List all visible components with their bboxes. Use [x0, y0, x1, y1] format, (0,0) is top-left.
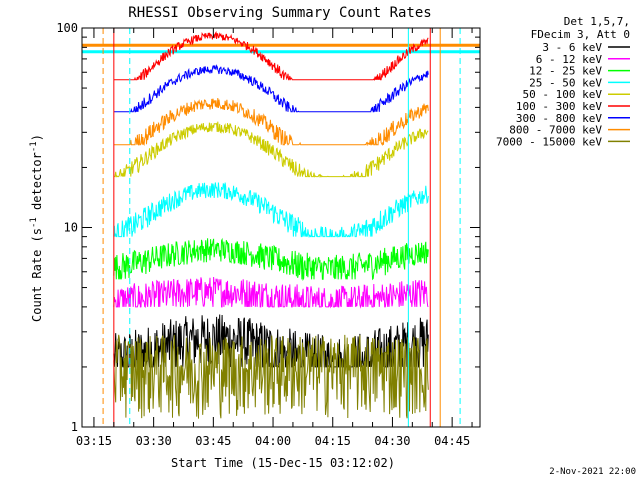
x-tick-label: 03:15	[76, 434, 112, 448]
x-tick-label: 03:45	[195, 434, 231, 448]
x-tick-label: 04:00	[255, 434, 291, 448]
legend-header: Det 1,5,7,	[564, 15, 630, 28]
legend-label: 12 - 25 keV	[529, 65, 602, 78]
footer-date: 2-Nov-2021 22:00	[549, 467, 636, 477]
series-line	[113, 31, 429, 81]
y-axis-label-part: )	[30, 134, 44, 141]
x-tick-label: 04:15	[315, 434, 351, 448]
chart-title: RHESSI Observing Summary Count Rates	[128, 5, 431, 21]
legend-label: 800 - 7000 keV	[509, 124, 602, 137]
legend-label: 7000 - 15000 keV	[496, 135, 602, 148]
series-line	[113, 97, 429, 147]
series-line	[113, 334, 429, 419]
y-axis-label-superscript: -1	[29, 217, 39, 228]
legend-header: FDecim 3, Att 0	[531, 28, 630, 41]
legend-label: 50 - 100 keV	[523, 88, 603, 101]
legend-label: 3 - 6 keV	[542, 41, 602, 54]
series-line	[113, 121, 429, 179]
plot-area	[82, 28, 480, 427]
series-line	[113, 276, 429, 309]
series-line	[113, 182, 429, 239]
legend-label: 25 - 50 keV	[529, 76, 602, 89]
y-axis-label-part: detector	[30, 152, 44, 217]
y-tick-label: 10	[64, 221, 78, 235]
series-line	[113, 237, 429, 282]
y-axis-label: Count Rate (s-1 detector-1)	[29, 134, 44, 322]
y-axis-label-part: Count Rate (s	[30, 228, 44, 322]
axes: 1 10 100 03:15 03:30 03:45 04:00 04:15 04:30 04:4…	[56, 21, 481, 448]
x-axis-label: Start Time (15-Dec-15 03:12:02)	[171, 456, 395, 470]
x-tick-label: 03:30	[136, 434, 172, 448]
x-tick-label: 04:30	[374, 434, 410, 448]
y-axis-label-superscript: -1	[29, 141, 39, 152]
y-tick-label: 100	[56, 21, 78, 35]
x-tick-label: 04:45	[434, 434, 470, 448]
series-line	[113, 64, 429, 113]
legend-label: 6 - 12 keV	[536, 53, 603, 66]
legend-label: 300 - 800 keV	[516, 112, 602, 125]
legend-label: 100 - 300 keV	[516, 100, 602, 113]
y-tick-label: 1	[71, 420, 78, 434]
